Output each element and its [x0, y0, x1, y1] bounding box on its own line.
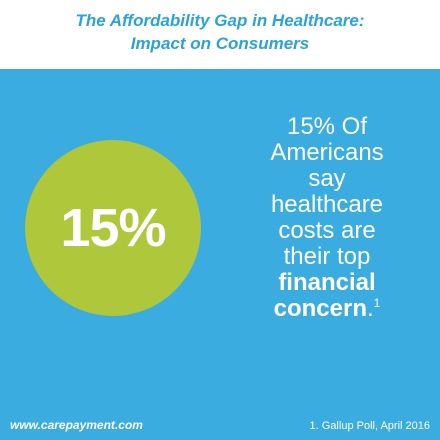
statement-line-5: costs are	[278, 217, 376, 244]
source-citation: 1. Gallup Poll, April 2016	[309, 420, 430, 432]
statement-line-3: say	[308, 165, 346, 192]
page-title: The Affordability Gap in Healthcare: Imp…	[0, 9, 440, 55]
statement-line-7: financial	[278, 269, 376, 296]
title-line-1: The Affordability Gap in Healthcare:	[75, 11, 365, 30]
statement-line-1: 15% Of	[286, 113, 368, 140]
website-link[interactable]: www.carepayment.com	[10, 418, 143, 432]
stat-circle	[25, 140, 201, 316]
statement-period: .	[367, 295, 374, 322]
statement-line-2: Americans	[270, 139, 384, 166]
stat-statement: 15% Of Americans say healthcare costs ar…	[222, 114, 432, 322]
footnote-marker: 1	[373, 296, 381, 310]
header-banner	[0, 0, 440, 69]
title-line-2: Impact on Consumers	[130, 34, 310, 53]
statement-line-8: concern.1	[222, 296, 432, 322]
statement-line-6: their top	[283, 243, 371, 270]
statement-concern: concern	[273, 295, 367, 322]
stat-value: 15%	[60, 198, 166, 258]
statement-line-4: healthcare	[270, 191, 384, 218]
